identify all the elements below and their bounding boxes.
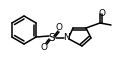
Text: N: N [64,33,70,43]
Text: O: O [99,9,105,18]
Text: O: O [55,23,63,32]
Text: O: O [41,44,47,53]
Text: S: S [49,33,55,43]
